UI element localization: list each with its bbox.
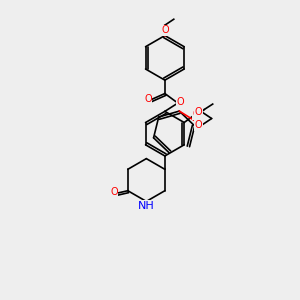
Text: NH: NH xyxy=(138,201,155,211)
Text: O: O xyxy=(110,187,118,197)
Text: O: O xyxy=(193,110,200,119)
Text: O: O xyxy=(144,94,152,104)
Text: O: O xyxy=(194,120,202,130)
Text: O: O xyxy=(176,97,184,107)
Text: O: O xyxy=(161,25,169,35)
Text: O: O xyxy=(194,107,202,117)
